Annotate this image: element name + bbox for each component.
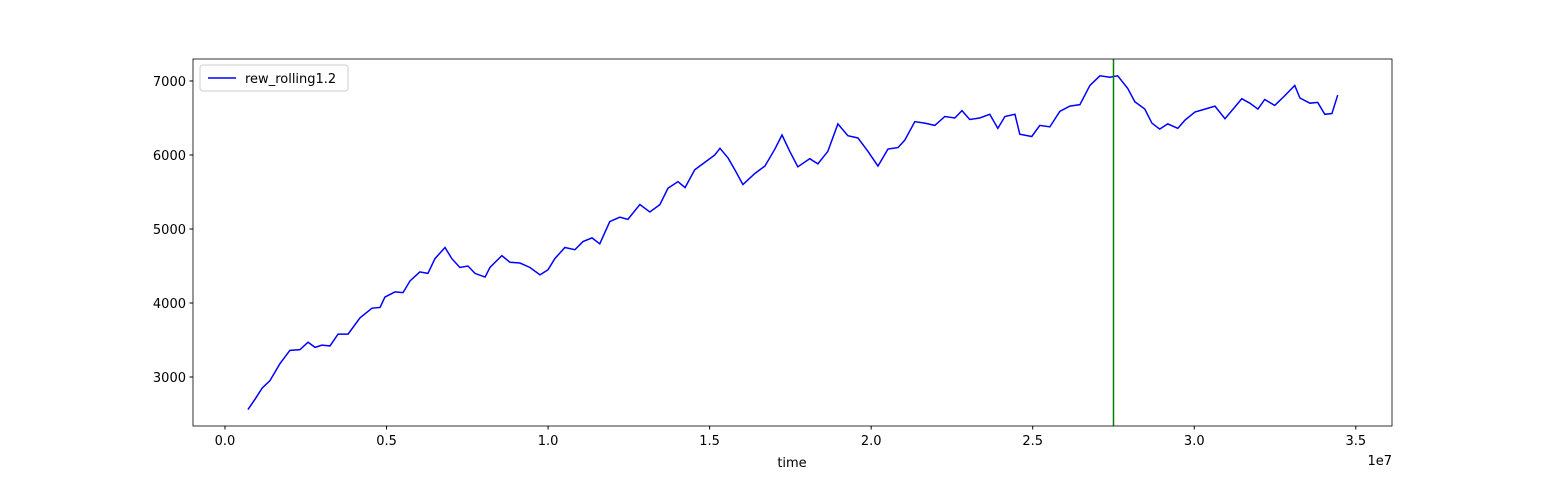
- axes-frame: [192, 58, 1393, 427]
- y-tick-label: 3000: [153, 371, 186, 386]
- x-tick-label: 3.5: [1345, 434, 1366, 449]
- x-tick-label: 3.0: [1184, 434, 1205, 449]
- x-axis-label: time: [777, 456, 806, 471]
- y-tick-label: 4000: [153, 297, 186, 312]
- y-tick-label: 5000: [153, 223, 186, 238]
- x-tick-label: 0.5: [376, 434, 397, 449]
- x-tick-label: 2.5: [1022, 434, 1043, 449]
- x-tick-label: 1.5: [699, 434, 720, 449]
- y-tick-label: 6000: [153, 149, 186, 164]
- legend-box: [199, 64, 349, 92]
- y-tick-label: 7000: [153, 75, 186, 90]
- x-tick-label: 2.0: [861, 434, 882, 449]
- x-tick-label: 0.0: [215, 434, 236, 449]
- x-tick-label: 1.0: [538, 434, 559, 449]
- legend-label: rew_rolling1.2: [245, 72, 336, 87]
- data-line: [247, 74, 1339, 410]
- x-offset-label: 1e7: [1367, 454, 1392, 469]
